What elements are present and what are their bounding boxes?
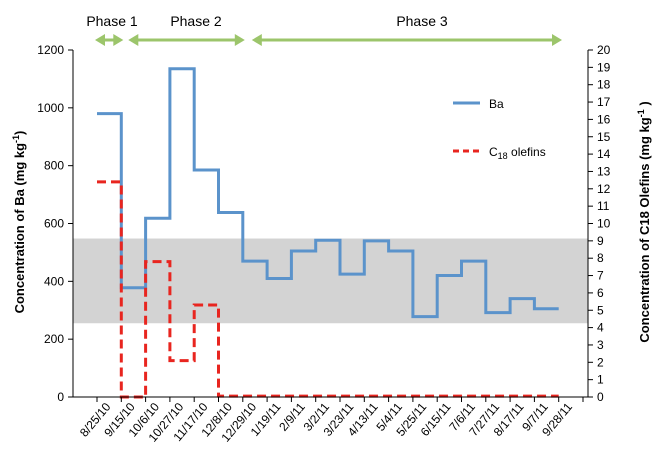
y-right-tick-label: 9 bbox=[597, 234, 604, 248]
y-left-tick-label: 0 bbox=[57, 390, 64, 404]
y-right-tick-label: 16 bbox=[597, 112, 611, 126]
y-right-tick-label: 14 bbox=[597, 147, 611, 161]
legend: Ba C18 olefins bbox=[453, 97, 546, 161]
y-right-tick-label: 11 bbox=[597, 199, 610, 213]
y-right-tick-label: 1 bbox=[597, 373, 604, 387]
y-right-tick-label: 15 bbox=[597, 130, 611, 144]
y-left-tick-label: 200 bbox=[44, 332, 64, 346]
legend-ba-label: Ba bbox=[489, 97, 504, 111]
y-right-tick-label: 19 bbox=[597, 60, 611, 74]
y-right-tick-label: 0 bbox=[597, 390, 604, 404]
y-right-tick-label: 17 bbox=[597, 95, 611, 109]
y-left-tick-label: 800 bbox=[44, 159, 64, 173]
y-right-tick-label: 18 bbox=[597, 78, 611, 92]
y-right-tick-label: 5 bbox=[597, 303, 604, 317]
phase-arrow-right-head bbox=[552, 34, 562, 46]
series-ba-line bbox=[97, 67, 559, 319]
phase-arrow-left-head bbox=[251, 34, 262, 46]
legend-olefins-label: C18 olefins bbox=[489, 145, 546, 161]
y-right-tick-label: 4 bbox=[597, 321, 604, 335]
phase-label: Phase 3 bbox=[396, 13, 448, 29]
y-left-tick-label: 1200 bbox=[37, 43, 64, 57]
y-left-tick-label: 600 bbox=[44, 217, 64, 231]
phase-arrow-left-head bbox=[95, 34, 105, 46]
phase-arrow-right-head bbox=[234, 34, 245, 46]
grey-band bbox=[73, 238, 588, 324]
y-right-tick-label: 8 bbox=[597, 251, 604, 265]
y-right-tick-label: 3 bbox=[597, 338, 604, 352]
y-right-tick-label: 2 bbox=[597, 355, 604, 369]
phase-arrow-left-head bbox=[128, 34, 139, 46]
y-right-tick-label: 12 bbox=[597, 182, 611, 196]
series-c18-olefins-line bbox=[97, 180, 559, 399]
y-right-tick-label: 7 bbox=[597, 269, 604, 283]
y-right-axis-title: Concentration of C18 Olefins (mg kg-1 ) bbox=[636, 101, 652, 342]
y-right-tick-label: 20 bbox=[597, 43, 611, 57]
y-right-tick-label: 6 bbox=[597, 286, 604, 300]
y-left-tick-label: 1000 bbox=[37, 101, 64, 115]
x-tick-label: 2/9/11 bbox=[276, 400, 308, 434]
y-left-axis-title: Concentration of Ba (mg kg-1) bbox=[11, 131, 27, 314]
y-right-tick-label: 13 bbox=[597, 164, 611, 178]
phase-label: Phase 1 bbox=[86, 13, 138, 29]
y-left-tick-label: 400 bbox=[44, 274, 64, 288]
phase-label: Phase 2 bbox=[170, 13, 222, 29]
y-right-tick-label: 10 bbox=[597, 217, 611, 231]
phase-arrow-right-head bbox=[113, 34, 124, 46]
